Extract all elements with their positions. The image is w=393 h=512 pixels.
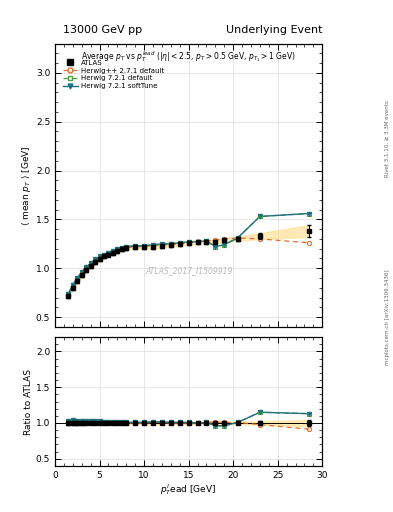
Legend: ATLAS, Herwig++ 2.7.1 default, Herwig 7.2.1 default, Herwig 7.2.1 softTune: ATLAS, Herwig++ 2.7.1 default, Herwig 7.… (61, 58, 166, 91)
X-axis label: $p_T^{l}$ead [GeV]: $p_T^{l}$ead [GeV] (160, 482, 217, 498)
Text: Average $p_T$ vs $p_T^{lead}$ ($|\eta| < 2.5$, $p_T > 0.5$ GeV, $p_{T_1} > 1$ Ge: Average $p_T$ vs $p_T^{lead}$ ($|\eta| <… (81, 49, 296, 64)
Text: 13000 GeV pp: 13000 GeV pp (63, 25, 142, 35)
Text: ATLAS_2017_I1509919: ATLAS_2017_I1509919 (145, 266, 232, 274)
Text: Rivet 3.1.10, ≥ 3.3M events: Rivet 3.1.10, ≥ 3.3M events (385, 100, 389, 177)
Text: Underlying Event: Underlying Event (226, 25, 322, 35)
Text: mcplots.cern.ch [arXiv:1306.3436]: mcplots.cern.ch [arXiv:1306.3436] (385, 270, 389, 365)
Y-axis label: Ratio to ATLAS: Ratio to ATLAS (24, 369, 33, 435)
Y-axis label: $\langle$ mean $p_T$ $\rangle$ [GeV]: $\langle$ mean $p_T$ $\rangle$ [GeV] (20, 145, 33, 225)
